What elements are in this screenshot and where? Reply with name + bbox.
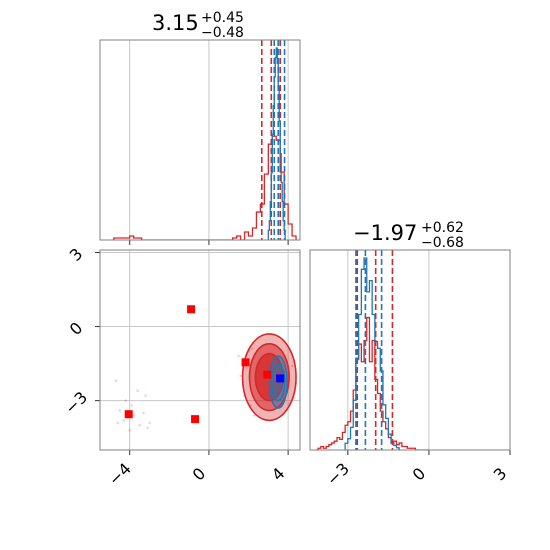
hist2-frame <box>309 249 511 451</box>
title-param1-plus: +0.45 <box>201 10 244 26</box>
joint-xtick-label-1: 0 <box>189 464 210 485</box>
joint-scatter-point-13 <box>146 426 149 429</box>
joint-scatter-point-21 <box>290 364 294 368</box>
hist2-step-red <box>315 316 429 450</box>
joint-scatter-point-4 <box>138 424 141 427</box>
joint-scatter-point-12 <box>116 421 120 425</box>
hist1-step-blue <box>267 47 287 240</box>
joint-marker-red-3 <box>241 358 250 367</box>
joint-ytick-label-0: −3 <box>61 388 91 418</box>
joint-scatter-point-14 <box>237 354 240 358</box>
title-param1-minus: −0.48 <box>201 25 244 41</box>
joint-marker-red-1 <box>191 415 200 424</box>
joint-marker-blue-0 <box>276 374 285 383</box>
hist2-xtick-label-2: 3 <box>490 464 511 485</box>
hist1-frame <box>99 39 301 241</box>
joint-frame <box>99 249 301 451</box>
title-param2-minus: −0.68 <box>421 235 464 251</box>
histogram-param1-panel <box>99 39 301 245</box>
joint-scatter-point-9 <box>122 419 125 422</box>
joint-scatter-point-8 <box>136 389 139 392</box>
joint-scatter-point-7 <box>128 429 131 432</box>
hist1-content <box>113 40 297 240</box>
joint-marker-red-2 <box>124 410 133 419</box>
title-param2-value: −1.97 <box>353 221 417 245</box>
joint-scatter-point-5 <box>144 394 147 397</box>
joint-ytick-label-1: 0 <box>66 318 87 339</box>
title-param2-plus: +0.62 <box>421 220 464 236</box>
joint-scatter-point-23 <box>251 347 254 350</box>
histogram-param2-panel <box>309 249 511 455</box>
joint-scatter-point-6 <box>148 421 151 425</box>
joint-scatter-point-1 <box>118 409 122 412</box>
joint-xtick-label-2: 4 <box>268 464 289 485</box>
joint-marker-red-0 <box>187 305 196 314</box>
title-param1-value: 3.15 <box>152 11 199 35</box>
joint-xtick-label-0: −4 <box>105 459 135 489</box>
joint-scatter-point-2 <box>124 399 127 402</box>
hist2-xtick-label-0: −3 <box>323 459 353 489</box>
joint-scatter-point-0 <box>114 379 118 383</box>
joint-density-panel <box>95 249 301 455</box>
hist2-step-blue <box>344 257 400 450</box>
hist2-content <box>315 250 429 450</box>
joint-ytick-label-2: 3 <box>66 244 87 265</box>
hist1-step-red <box>113 135 297 240</box>
joint-scatter-point-10 <box>130 404 133 407</box>
joint-content <box>114 305 298 432</box>
joint-scatter-point-11 <box>142 411 145 415</box>
hist2-xtick-label-1: 0 <box>409 464 430 485</box>
joint-scatter-point-3 <box>132 414 135 417</box>
joint-marker-red-4 <box>263 370 272 379</box>
joint-scatter-point-18 <box>239 374 242 378</box>
joint-scatter-point-20 <box>245 367 248 370</box>
